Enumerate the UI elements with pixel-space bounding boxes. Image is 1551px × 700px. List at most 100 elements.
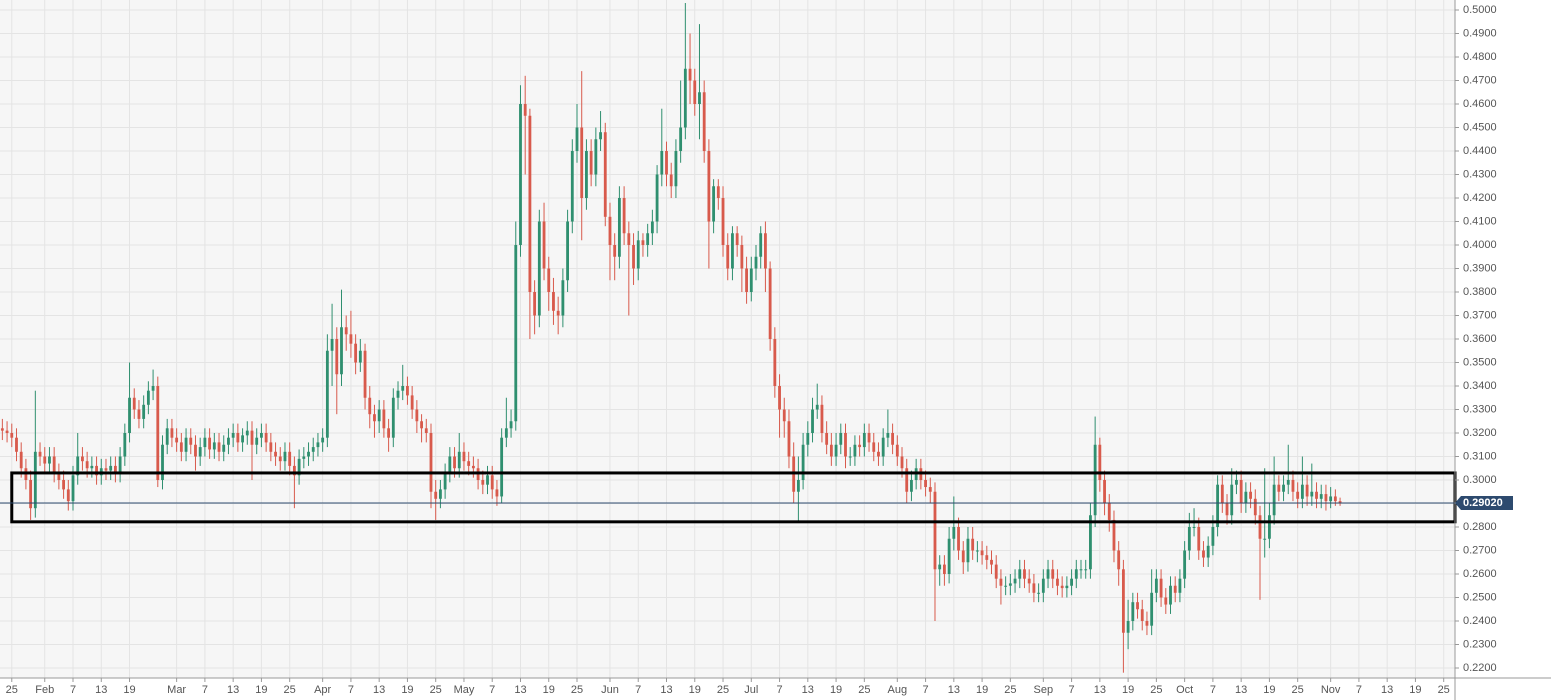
candle-body xyxy=(905,468,909,492)
x-tick-label: 19 xyxy=(1409,684,1421,696)
candle-body xyxy=(377,409,381,422)
candle-body xyxy=(349,334,353,344)
candle-body xyxy=(552,292,555,311)
candle-body xyxy=(1258,515,1262,539)
candle-body xyxy=(660,151,664,175)
candle-body xyxy=(260,432,263,438)
candle-body xyxy=(844,432,847,457)
candle-body xyxy=(627,233,631,246)
candle-body xyxy=(481,479,485,485)
candle-body xyxy=(217,442,221,452)
candle-body xyxy=(650,221,654,234)
candle-body xyxy=(749,268,753,293)
x-tick-label: 25 xyxy=(858,684,870,696)
candle-body xyxy=(500,437,504,497)
candle-body xyxy=(721,198,725,246)
candle-body xyxy=(1159,578,1163,598)
candle-body xyxy=(1070,578,1073,586)
candle-body xyxy=(1121,569,1125,633)
candle-body xyxy=(424,428,428,433)
candle-body xyxy=(457,451,461,469)
candle-body xyxy=(980,550,984,556)
candle-body xyxy=(665,151,668,175)
candle-body xyxy=(726,245,730,269)
candle-body xyxy=(716,186,720,199)
candle-body xyxy=(1084,569,1088,571)
x-tick-label: 25 xyxy=(430,684,442,696)
y-tick-label: 0.4900 xyxy=(1463,27,1497,39)
candle-body xyxy=(1164,597,1168,605)
y-tick-label: 0.2700 xyxy=(1463,544,1497,556)
candle-body xyxy=(768,268,772,339)
candle-body xyxy=(1131,602,1135,621)
candle-body xyxy=(895,444,899,457)
candle-body xyxy=(872,442,876,452)
candle-body xyxy=(486,475,489,485)
candle-body xyxy=(170,428,174,438)
x-tick-label: 25 xyxy=(1292,684,1304,696)
candle-body xyxy=(48,456,51,464)
y-tick-label: 0.2800 xyxy=(1463,521,1497,533)
candle-body xyxy=(1220,484,1224,504)
candle-body xyxy=(231,432,235,438)
candle-body xyxy=(307,451,310,457)
candle-body xyxy=(1211,526,1215,546)
x-tick-label: 7 xyxy=(489,684,495,696)
candle-body xyxy=(81,456,84,462)
candle-body xyxy=(288,451,292,466)
candle-body xyxy=(137,409,141,419)
candle-body xyxy=(490,475,494,490)
candle-body xyxy=(410,395,414,410)
candle-body xyxy=(617,198,621,257)
candle-body xyxy=(636,240,640,269)
candle-body xyxy=(1008,583,1012,586)
candle-body xyxy=(999,578,1003,586)
candle-body xyxy=(344,327,348,335)
x-tick-label: Apr xyxy=(314,684,331,696)
candle-body xyxy=(811,409,814,433)
last-price-label: 0.29020 xyxy=(1463,497,1503,509)
y-tick-label: 0.3700 xyxy=(1463,309,1497,321)
y-tick-label: 0.3500 xyxy=(1463,356,1497,368)
candle-body xyxy=(1300,484,1304,499)
candle-body xyxy=(321,437,325,443)
y-tick-label: 0.3000 xyxy=(1463,474,1497,486)
candle-body xyxy=(146,390,150,405)
candle-body xyxy=(787,421,791,457)
candle-body xyxy=(1051,569,1055,579)
candle-body xyxy=(396,390,400,398)
candle-body xyxy=(707,151,711,222)
candle-body xyxy=(1277,484,1281,492)
x-tick-label: 13 xyxy=(1094,684,1106,696)
candle-body xyxy=(161,444,164,480)
x-tick-label: 13 xyxy=(95,684,107,696)
candle-body xyxy=(434,491,438,499)
candle-body xyxy=(910,479,913,492)
candle-body xyxy=(1187,526,1191,551)
candle-body xyxy=(269,442,273,452)
candle-body xyxy=(128,397,131,433)
candle-body xyxy=(867,432,871,443)
candle-body xyxy=(1183,550,1187,579)
candle-body xyxy=(542,221,546,269)
candle-body xyxy=(886,432,890,438)
candle-body xyxy=(0,428,4,431)
candle-body xyxy=(613,245,617,257)
candle-body xyxy=(1291,479,1295,492)
candle-body xyxy=(373,414,376,422)
candle-body xyxy=(113,465,117,473)
candle-body xyxy=(1013,578,1017,584)
x-tick-label: 25 xyxy=(1438,684,1450,696)
candle-body xyxy=(1103,479,1106,504)
x-tick-label: Sep xyxy=(1034,684,1054,696)
y-tick-label: 0.2300 xyxy=(1463,638,1497,650)
candle-body xyxy=(1310,491,1314,497)
candle-body xyxy=(1178,578,1182,593)
candle-body xyxy=(924,479,927,488)
y-tick-label: 0.4400 xyxy=(1463,145,1497,157)
candle-body xyxy=(71,475,75,502)
candle-body xyxy=(547,268,551,293)
candle-body xyxy=(420,421,423,429)
candle-body xyxy=(764,233,767,269)
